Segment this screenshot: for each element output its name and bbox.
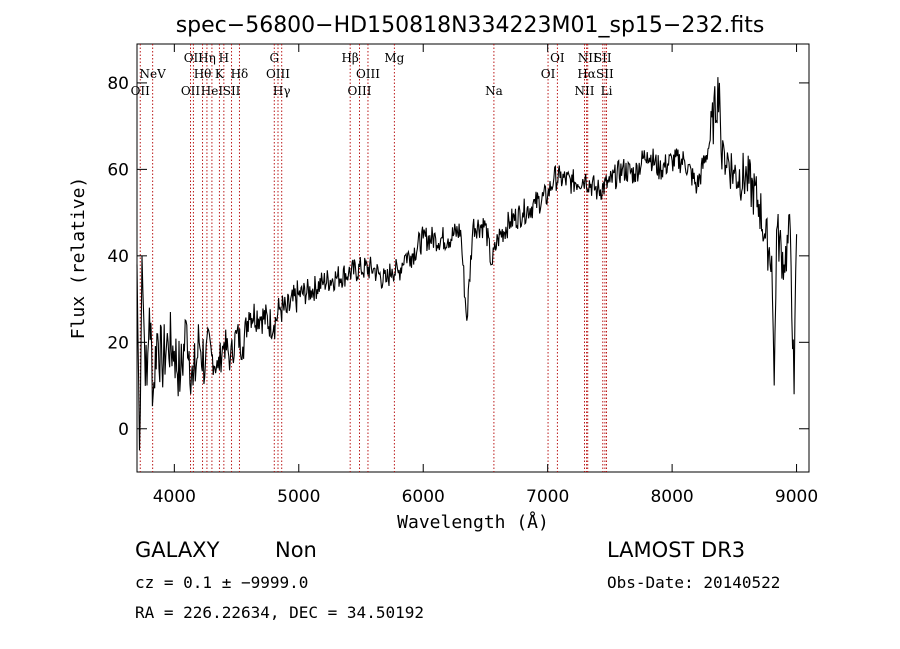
y-tick-label: 40	[107, 247, 129, 267]
y-axis-label: Flux (relative)	[68, 177, 89, 340]
x-tick-label: 6000	[402, 487, 445, 507]
spectrum-line	[136, 77, 798, 451]
emission-line-label: H	[219, 51, 229, 65]
emission-line-label: Hγ	[273, 84, 291, 98]
emission-line-label: Li	[601, 84, 613, 98]
y-tick-label: 20	[107, 333, 129, 353]
emission-line-label: OI	[541, 67, 556, 81]
y-tick-label: 60	[107, 160, 129, 180]
emission-line-label: OI	[550, 51, 565, 65]
emission-line-label: OIII	[347, 84, 371, 98]
emission-line-label: NeV	[140, 67, 167, 81]
x-tick-label: 7000	[526, 487, 569, 507]
emission-line-label: Na	[485, 84, 503, 98]
emission-line-label: OII	[131, 84, 151, 98]
plot-frame	[136, 43, 810, 473]
emission-line-label: OIII	[266, 67, 290, 81]
emission-line-label: OIII	[356, 67, 380, 81]
emission-line-labels: OII NeV OII OII Hθ Hη HeI KH SII Hδ G OIII Hγ Hβ OIII O…	[131, 51, 614, 98]
emission-line-label: Hθ	[194, 67, 212, 81]
emission-line-label: Hβ	[341, 51, 358, 65]
y-tick-label: 80	[107, 74, 129, 94]
emission-line-label: G	[269, 51, 279, 65]
x-tick-label: 5000	[277, 487, 320, 507]
y-tick-label: 0	[118, 420, 129, 440]
emission-line-label: SII	[596, 67, 614, 81]
emission-lines	[139, 44, 607, 472]
emission-line-label: NII	[578, 51, 598, 65]
coordinates: RA = 226.22634, DEC = 34.50192	[135, 603, 424, 622]
y-axis: 0 20 40 60 80	[107, 74, 809, 440]
emission-line-label: OII	[184, 51, 204, 65]
object-class: GALAXY	[135, 538, 220, 562]
spectrum-chart: spec−56800−HD150818N334223M01_sp15−232.f…	[68, 13, 818, 533]
x-tick-label: 9000	[775, 487, 818, 507]
emission-line-label: SII	[223, 84, 241, 98]
emission-line-label: HeI	[201, 84, 224, 98]
emission-line-label: SII	[594, 51, 612, 65]
x-tick-label: 4000	[153, 487, 196, 507]
survey-name: LAMOST DR3	[607, 538, 746, 562]
emission-line-label: OII	[181, 84, 201, 98]
emission-line-label: Hδ	[231, 67, 249, 81]
emission-line-label: Mg	[384, 51, 404, 65]
emission-line-label: Hα	[577, 67, 596, 81]
obs-date: Obs-Date: 20140522	[607, 573, 781, 592]
x-axis: 4000 5000 6000 7000 8000 9000	[153, 44, 818, 507]
emission-line-label: K	[215, 67, 225, 81]
x-tick-label: 8000	[650, 487, 693, 507]
x-axis-label: Wavelength (Å)	[397, 511, 549, 533]
redshift-value: cz = 0.1 ± −9999.0	[135, 573, 309, 592]
emission-line-label: Hη	[198, 51, 216, 65]
object-subclass: Non	[275, 538, 317, 562]
emission-line-label: NII	[575, 84, 595, 98]
chart-title: spec−56800−HD150818N334223M01_sp15−232.f…	[176, 13, 765, 38]
